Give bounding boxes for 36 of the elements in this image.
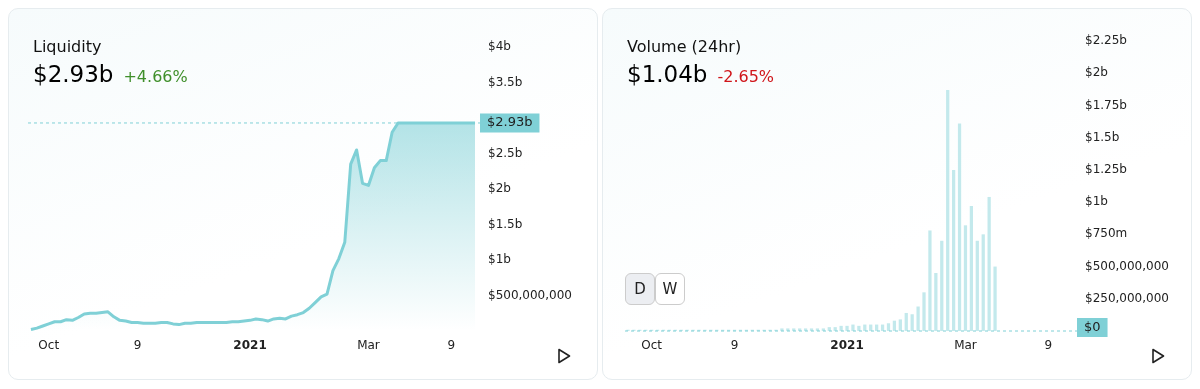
x-tick-label: Mar	[357, 338, 380, 353]
y-tick-label: $1.75b	[1085, 97, 1127, 112]
y-tick-label: $250,000,000	[1085, 290, 1169, 305]
annotation: -2.65%	[717, 67, 775, 86]
y-tick-label: $3.5b	[488, 74, 523, 89]
y-tick-label: $750m	[1085, 226, 1128, 241]
y-tick-label: $1.5b	[488, 216, 523, 231]
annotation: +4.66%	[123, 67, 188, 86]
y-tick-label: $1b	[1085, 194, 1108, 209]
text: $2.93b	[33, 61, 114, 87]
ref-line-label: $2.93b	[487, 114, 533, 130]
text: $1.04b	[627, 61, 708, 87]
y-tick-label: $2b	[488, 181, 511, 196]
y-tick-label: $500,000,000	[488, 287, 572, 302]
chart-title: Volume (24hr)	[627, 37, 742, 56]
x-tick-label: Oct	[38, 338, 60, 353]
y-tick-label: $2b	[1085, 65, 1108, 80]
y-tick-label: $4b	[488, 39, 511, 54]
y-tick-label: $1.5b	[1085, 129, 1120, 144]
y-tick-label: $1.25b	[1085, 162, 1127, 177]
x-tick-label: 9	[730, 338, 739, 353]
ref-line-label: $0	[1084, 318, 1101, 334]
y-tick-label: $1b	[488, 252, 511, 267]
annotation: D	[625, 273, 655, 305]
x-tick-label: Mar	[954, 338, 977, 353]
x-tick-label: 2021	[830, 338, 864, 353]
y-tick-label: $2.5b	[488, 145, 523, 160]
y-tick-label: $500,000,000	[1085, 258, 1169, 273]
annotation: W	[655, 273, 685, 305]
y-tick-label: $2.25b	[1085, 33, 1127, 48]
x-tick-label: 9	[1044, 338, 1053, 353]
x-tick-label: 2021	[233, 338, 267, 353]
x-tick-label: 9	[133, 338, 142, 353]
x-tick-label: 9	[447, 338, 456, 353]
chart-title: Liquidity	[33, 37, 102, 56]
x-tick-label: Oct	[641, 338, 663, 353]
